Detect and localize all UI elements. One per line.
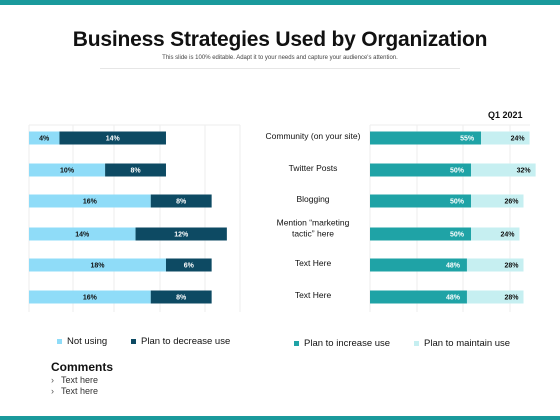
top-accent-bar [0, 0, 560, 5]
bar-plan-to-decrease [165, 258, 212, 272]
category-label: Text Here [295, 258, 332, 268]
bar-plan-to-maintain [471, 194, 524, 208]
comment-text: Text here [61, 386, 99, 396]
category-label: Blogging [296, 194, 329, 204]
category-label: Twitter Posts [289, 163, 338, 173]
bar-plan-to-increase [370, 258, 467, 272]
period-label: Q1 2021 [488, 110, 523, 120]
bar-value-label: 10% [60, 168, 75, 175]
bar-plan-to-maintain [466, 290, 524, 304]
chevron-right-icon: › [51, 375, 54, 385]
bar-plan-to-increase [370, 290, 467, 304]
bar-plan-to-increase [370, 131, 482, 145]
comment-text: Text here [61, 375, 99, 385]
bar-not-using [29, 131, 60, 145]
bar-plan-to-maintain [471, 227, 520, 241]
legend-swatch-plan-to-maintain [414, 341, 419, 346]
page-title: Business Strategies Used by Organization [72, 28, 488, 51]
bar-value-label: 50% [450, 168, 465, 175]
bar-value-label: 8% [176, 199, 187, 206]
bar-not-using [29, 258, 166, 272]
bar-value-label: 48% [446, 295, 461, 302]
bar-value-label: 24% [511, 136, 526, 143]
bar-value-label: 14% [75, 232, 90, 239]
bar-plan-to-increase [370, 227, 471, 241]
category-label: Text Here [295, 290, 332, 300]
bar-value-label: 50% [450, 232, 465, 239]
bar-value-label: 18% [90, 263, 105, 270]
bar-plan-to-decrease [150, 194, 212, 208]
legend-swatch-not-using [57, 339, 62, 344]
bar-value-label: 6% [184, 263, 195, 270]
legend-plan-to-increase: Plan to increase use [294, 338, 390, 349]
legend-plan-to-decrease: Plan to decrease use [131, 336, 230, 347]
bar-value-label: 50% [450, 199, 465, 206]
bar-plan-to-maintain [471, 163, 536, 177]
bar-plan-to-decrease [150, 290, 212, 304]
legend-swatch-plan-to-increase [294, 341, 299, 346]
title-divider [100, 68, 460, 69]
bar-value-label: 8% [176, 295, 187, 302]
category-label: tactic” here [292, 229, 334, 239]
bar-value-label: 48% [446, 263, 461, 270]
chevron-right-icon: › [51, 386, 54, 396]
bar-not-using [29, 227, 136, 241]
bar-value-label: 16% [83, 295, 98, 302]
category-label: Mention “marketing [277, 218, 350, 228]
bar-value-label: 12% [174, 232, 189, 239]
bar-value-label: 55% [460, 136, 475, 143]
bar-value-label: 32% [517, 168, 532, 175]
legend-plan-to-maintain: Plan to maintain use [414, 338, 510, 349]
legend-not-using: Not using [57, 336, 107, 347]
bar-plan-to-increase [370, 163, 471, 177]
bar-plan-to-decrease [135, 227, 227, 241]
legend-label-plan-to-maintain: Plan to maintain use [424, 338, 511, 349]
bar-plan-to-maintain [481, 131, 530, 145]
bar-not-using [29, 163, 106, 177]
bar-value-label: 28% [505, 295, 520, 302]
bar-value-label: 14% [106, 136, 121, 143]
category-label: Community (on your site) [266, 131, 361, 141]
chart-bars: 4% 14% 55% 24% 10% 8% 50% 32% 16% 8% 50% 26% 14% 12% 5… [29, 131, 536, 304]
comments-heading: Comments [51, 360, 114, 374]
bar-value-label: 16% [83, 199, 98, 206]
category-labels: Community (on your site) Twitter Posts Blo… [266, 131, 361, 300]
bar-plan-to-maintain [466, 258, 524, 272]
bar-value-label: 24% [500, 232, 515, 239]
page-subtitle: This slide is 100% editable. Adapt it to… [162, 55, 398, 61]
legend-label-plan-to-increase: Plan to increase use [304, 338, 391, 349]
bar-not-using [29, 290, 151, 304]
bar-value-label: 26% [505, 199, 520, 206]
bar-plan-to-decrease [59, 131, 166, 145]
bar-value-label: 4% [39, 136, 50, 143]
bar-plan-to-decrease [105, 163, 166, 177]
bottom-accent-bar [0, 416, 560, 420]
bar-not-using [29, 194, 151, 208]
chart-gridlines [28, 124, 530, 312]
legend-label-plan-to-decrease: Plan to decrease use [141, 336, 231, 347]
comment-item: › Text here [51, 386, 98, 396]
bar-value-label: 8% [130, 168, 141, 175]
bar-value-label: 28% [505, 263, 520, 270]
comment-item: › Text here [51, 375, 98, 385]
legend-label-not-using: Not using [67, 336, 108, 347]
legend-swatch-plan-to-decrease [131, 339, 136, 344]
bar-plan-to-increase [370, 194, 471, 208]
